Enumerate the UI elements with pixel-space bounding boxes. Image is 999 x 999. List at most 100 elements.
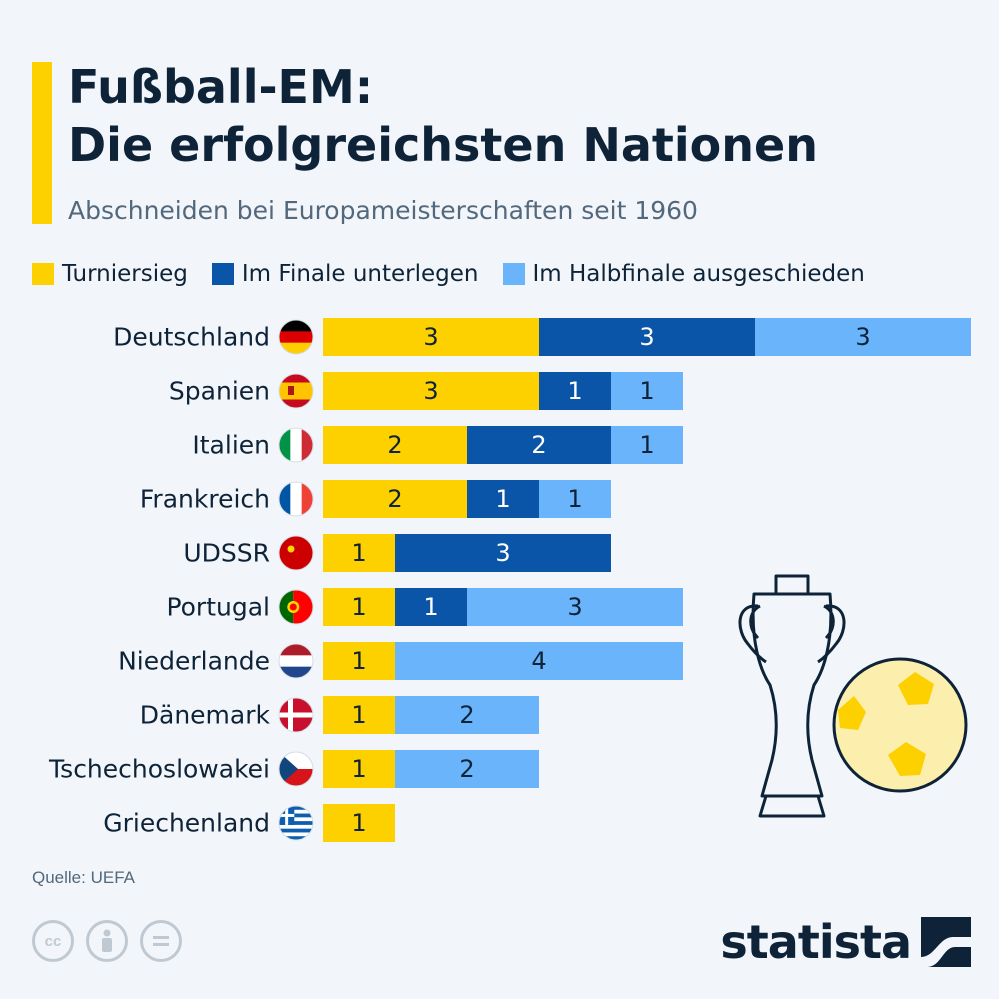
flag-spain-icon [278,373,314,409]
bar-segment [395,588,467,626]
bar-value-label: 3 [855,323,870,351]
bar-segment [539,372,611,410]
bar-row: Griechenland 1 [103,804,395,842]
title-line-1: Fußball-EM: [68,60,374,114]
legend-label-final: Im Finale unterlegen [241,261,479,287]
cc-icon[interactable]: cc [32,920,74,962]
legend-item-semi: Im Halbfinale ausgeschieden [502,261,865,287]
flag-italy-icon [278,427,314,463]
bar-value-label: 3 [423,377,438,405]
flag-czechia-icon [278,751,314,787]
bar-segment [323,480,467,518]
bar-segment [611,372,683,410]
statista-logo[interactable]: statista [720,915,971,969]
bar-row: Deutschland 3 3 3 [113,318,971,356]
equals-icon [153,936,169,946]
bar-segment [323,318,539,356]
source-note: Quelle: UEFA [32,868,135,887]
bar-value-label: 1 [495,485,510,513]
bar-value-label: 1 [351,593,366,621]
logo-text: statista [720,915,912,969]
bar-segment [323,588,395,626]
flag-france-icon [278,481,314,517]
bar-segment [395,534,611,572]
bar-value-label: 2 [387,431,402,459]
bar-value-label: 2 [531,431,546,459]
category-label: Deutschland [113,323,270,352]
category-label: Frankreich [140,485,270,514]
legend-item-final: Im Finale unterlegen [211,261,479,287]
bar-value-label: 1 [351,755,366,783]
title-accent-bar [32,62,52,224]
legend-swatch-semi [502,263,525,285]
bar-segment [467,480,539,518]
category-label: Italien [192,431,270,460]
chart-subtitle: Abschneiden bei Europameisterschaften se… [68,196,698,225]
bar-value-label: 4 [531,647,546,675]
legend-swatch-final [211,263,234,285]
bar-segment [467,426,611,464]
bar-row: Tschechoslowakei 1 2 [48,750,539,788]
bar-row: Italien 2 2 1 [192,426,683,464]
category-label: Tschechoslowakei [48,755,270,784]
bar-value-label: 3 [423,323,438,351]
bar-value-label: 1 [351,809,366,837]
bar-segment [323,534,395,572]
bar-segment [323,696,395,734]
bar-value-label: 2 [459,755,474,783]
bar-segment [395,696,539,734]
person-icon [102,929,112,952]
legend-label-win: Turniersieg [62,261,188,287]
statista-logo-icon [921,917,971,967]
legend-label-semi: Im Halbfinale ausgeschieden [532,261,865,287]
by-icon[interactable] [86,920,128,962]
chart-title: Fußball-EM: Die erfolgreichsten Nationen [68,58,968,174]
legend: Turniersieg Im Finale unterlegen Im Halb… [32,258,889,290]
bar-segment [539,318,755,356]
football-icon [832,657,968,793]
license-icons: cc [32,920,194,962]
bar-row: Dänemark 1 2 [140,696,539,734]
trophy-ball-illustration [738,574,968,818]
bar-value-label: 2 [387,485,402,513]
category-label: Niederlande [118,647,270,676]
bar-segment [323,426,467,464]
category-label: Spanien [169,377,270,406]
bar-value-label: 1 [351,701,366,729]
nd-icon[interactable] [140,920,182,962]
bar-value-label: 3 [495,539,510,567]
flag-greece-icon [278,805,314,841]
bar-value-label: 1 [423,593,438,621]
bar-segment [395,750,539,788]
flag-ussr-icon [278,535,314,571]
bar-segment [467,588,683,626]
bar-value-label: 2 [459,701,474,729]
bar-row: Spanien 3 1 1 [169,372,683,410]
trophy-icon [738,574,846,818]
category-label: Griechenland [103,809,270,838]
bar-segment [323,750,395,788]
bar-segment [611,426,683,464]
bar-row: Frankreich 2 1 1 [140,480,611,518]
bar-value-label: 1 [639,431,654,459]
category-label: UDSSR [183,539,270,568]
bar-value-label: 3 [567,593,582,621]
flag-portugal-icon [278,589,314,625]
title-line-2: Die erfolgreichsten Nationen [68,118,818,172]
bar-row: Portugal 1 1 3 [166,588,683,626]
bar-segment [323,804,395,842]
bar-value-label: 1 [567,485,582,513]
category-label: Portugal [166,593,270,622]
legend-swatch-win [32,263,54,285]
legend-item-win: Turniersieg [32,261,188,287]
bar-value-label: 1 [351,539,366,567]
bar-value-label: 1 [639,377,654,405]
bar-value-label: 1 [351,647,366,675]
bar-segment [323,372,539,410]
bar-value-label: 3 [639,323,654,351]
bar-segment [395,642,683,680]
bar-segment [539,480,611,518]
flag-denmark-icon [278,697,314,733]
bar-value-label: 1 [567,377,582,405]
